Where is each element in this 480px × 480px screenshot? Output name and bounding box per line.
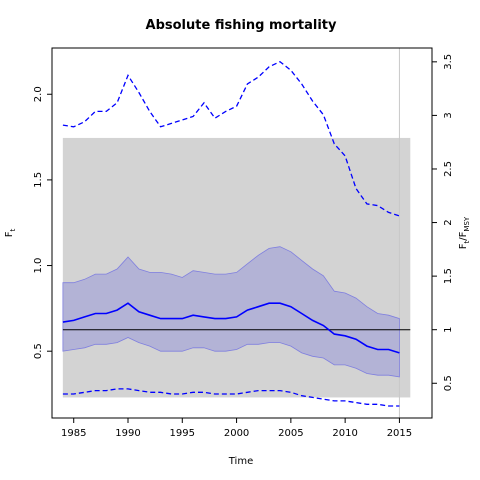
y2-tick-label: 3.5 bbox=[443, 54, 454, 70]
series-line-estimate bbox=[62, 302, 400, 354]
x-tick-label: 1995 bbox=[170, 428, 195, 439]
y-axis-label-main: F bbox=[4, 231, 15, 237]
plot-frame bbox=[51, 47, 433, 419]
y2-axis-label-main: F bbox=[458, 243, 469, 249]
y-tick-label: 1.5 bbox=[33, 172, 44, 188]
x-tick-label: 2000 bbox=[224, 428, 249, 439]
series-line-lower-pred bbox=[62, 388, 400, 407]
x-tick-label: 1990 bbox=[115, 428, 140, 439]
y2-tick-label: 2.5 bbox=[443, 161, 454, 177]
y-tick-label: 0.5 bbox=[33, 343, 44, 359]
y2-tick-label: 0.5 bbox=[443, 375, 454, 391]
x-tick-label: 2005 bbox=[278, 428, 303, 439]
y-axis-label-sub: t bbox=[9, 228, 17, 231]
y-tick-label: 1.0 bbox=[33, 258, 44, 274]
y2-tick-label: 1 bbox=[443, 327, 454, 333]
series-line-upper-pred bbox=[62, 60, 400, 217]
y2-axis-label-sub: t bbox=[463, 240, 471, 243]
y2-axis-label: Ft/FMSY bbox=[458, 216, 471, 249]
y-tick-label: 2.0 bbox=[33, 86, 44, 102]
y2-tick-label: 2 bbox=[443, 219, 454, 225]
x-tick-label: 2010 bbox=[332, 428, 357, 439]
y2-axis-label-div-sub: MSY bbox=[463, 216, 471, 231]
x-tick-label: 1985 bbox=[61, 428, 86, 439]
ticks-layer: 1985 1990 1995 2000 2005 2010 2015 0.5 1.0 1.5 2.0… bbox=[33, 54, 454, 439]
x-axis-label: Time bbox=[228, 456, 253, 467]
y2-tick-label: 3 bbox=[443, 112, 454, 118]
plot-layer bbox=[62, 48, 411, 418]
y-axis-label: Ft bbox=[4, 228, 17, 237]
x-tick-label: 2015 bbox=[387, 428, 412, 439]
confidence-band bbox=[62, 246, 400, 378]
y2-tick-label: 1.5 bbox=[443, 268, 454, 284]
y2-axis-label-div: /F bbox=[458, 231, 469, 240]
chart-title: Absolute fishing mortality bbox=[146, 18, 337, 33]
